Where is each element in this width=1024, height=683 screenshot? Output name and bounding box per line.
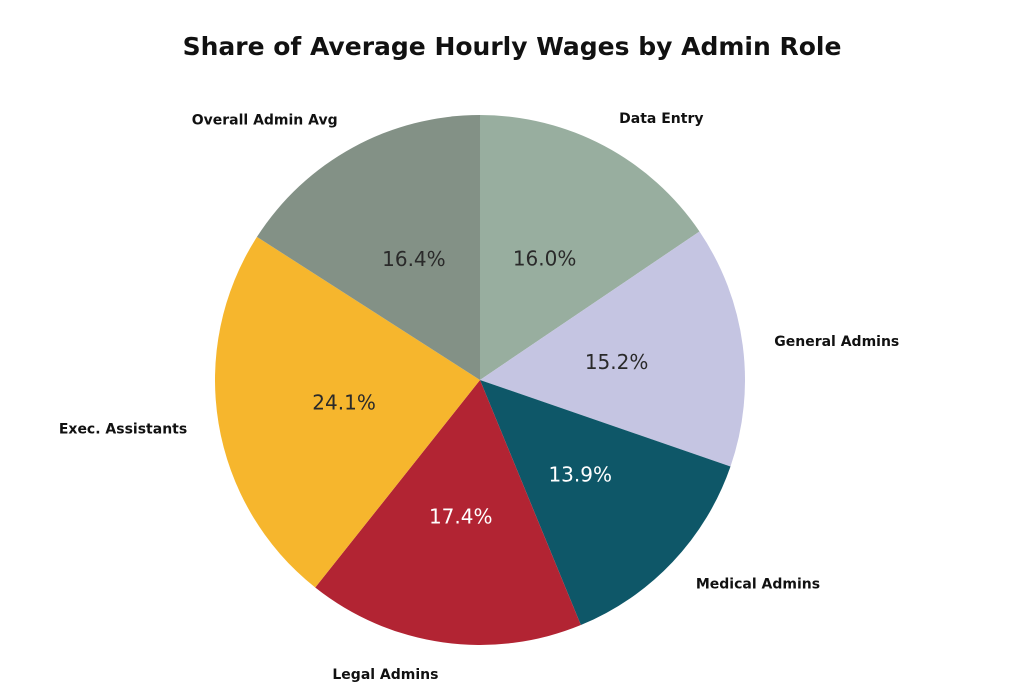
pie-slice-legal-admins: [315, 380, 581, 645]
slice-label-overall-admin-avg: Overall Admin Avg: [192, 113, 338, 129]
slice-value-legal-admins: 17.4%: [429, 504, 493, 528]
slice-value-data-entry: 16.0%: [513, 246, 577, 270]
slice-value-overall-admin-avg: 16.4%: [382, 247, 446, 271]
slice-label-general-admins: General Admins: [774, 334, 899, 350]
slice-label-medical-admins: Medical Admins: [696, 577, 820, 593]
chart-title: Share of Average Hourly Wages by Admin R…: [183, 32, 842, 61]
pie-slice-data-entry: [480, 115, 700, 380]
pie-slice-overall-admin-avg: [256, 115, 480, 380]
slice-value-labels: 16.0% 15.2% 13.9% 17.4% 24.1% 16.4%: [312, 246, 648, 528]
pie-slices: [214, 115, 745, 645]
slice-label-exec-assistants: Exec. Assistants: [59, 422, 187, 438]
pie-slice-general-admins: [480, 231, 745, 467]
slice-category-labels: Data Entry General Admins Medical Admins Le…: [59, 111, 899, 683]
slice-label-legal-admins: Legal Admins: [332, 667, 438, 683]
slice-value-exec-assistants: 24.1%: [312, 391, 376, 415]
slice-value-general-admins: 15.2%: [585, 350, 649, 374]
pie-slice-exec-assistants: [214, 236, 480, 588]
pie-slice-medical-admins: [480, 380, 731, 626]
slice-label-data-entry: Data Entry: [619, 111, 703, 127]
slice-value-medical-admins: 13.9%: [548, 463, 612, 487]
